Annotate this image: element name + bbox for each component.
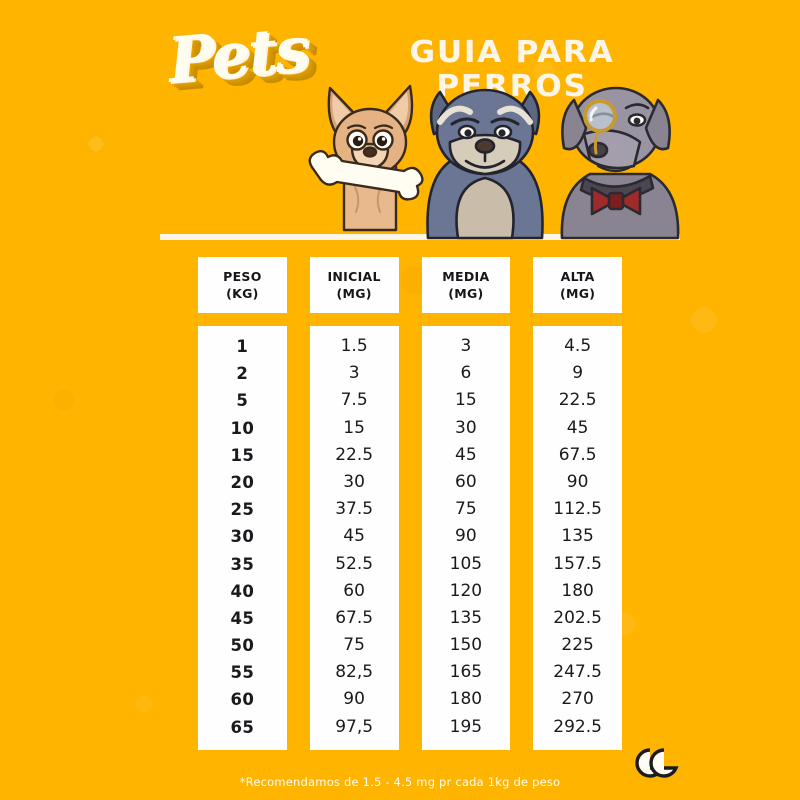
cell-inicial-0: 1.5 bbox=[340, 336, 368, 356]
cell-alta-13: 270 bbox=[561, 689, 594, 710]
column-header-peso-name: PESO bbox=[223, 269, 262, 284]
cell-inicial-10: 67.5 bbox=[335, 607, 374, 628]
cell-inicial-13: 90 bbox=[343, 689, 365, 710]
great-dane-with-monocle-illustration bbox=[560, 86, 680, 240]
bone-icon bbox=[308, 150, 424, 201]
cell-inicial-3: 15 bbox=[343, 417, 365, 438]
cell-media-12: 165 bbox=[449, 662, 483, 683]
cell-media-13: 180 bbox=[449, 689, 483, 710]
column-header-media-name: MEDIA bbox=[442, 269, 490, 284]
cell-alta-10: 202.5 bbox=[553, 607, 602, 628]
cell-alta-2: 22.5 bbox=[558, 390, 597, 411]
cell-peso-14: 65 bbox=[230, 717, 255, 737]
cell-alta-6: 112.5 bbox=[553, 499, 602, 520]
cell-inicial-12: 82,5 bbox=[335, 662, 374, 683]
cell-alta-11: 225 bbox=[561, 635, 594, 656]
column-header-alta: ALTA (MG) bbox=[533, 257, 622, 313]
cell-peso-13: 60 bbox=[230, 690, 255, 710]
header: Pets GUIA PARA PERROS bbox=[0, 0, 800, 240]
header-divider bbox=[160, 234, 680, 240]
column-inicial: 1.5 3 7.5 15 22.5 30 37.5 45 52.5 60 67.5 75 82,5 90 9… bbox=[309, 326, 399, 750]
cell-media-6: 75 bbox=[455, 499, 477, 520]
cell-alta-14: 292.5 bbox=[553, 716, 602, 737]
column-header-inicial: INICIAL (MG) bbox=[309, 257, 399, 313]
dosage-table: PESO (KG) INICIAL (MG) MEDIA (MG) ALTA (… bbox=[198, 257, 622, 750]
cell-inicial-6: 37.5 bbox=[335, 499, 374, 520]
cell-peso-4: 15 bbox=[230, 445, 255, 465]
cell-alta-1: 9 bbox=[572, 363, 584, 384]
cell-media-11: 150 bbox=[449, 635, 483, 656]
cell-alta-4: 67.5 bbox=[558, 444, 597, 465]
cell-inicial-4: 22.5 bbox=[335, 444, 374, 465]
cell-inicial-1: 3 bbox=[348, 363, 360, 384]
cell-alta-0: 4.5 bbox=[564, 336, 592, 356]
cell-peso-11: 50 bbox=[230, 636, 255, 656]
cell-media-7: 90 bbox=[455, 526, 477, 547]
column-header-inicial-unit: (MG) bbox=[336, 286, 372, 301]
cell-peso-2: 5 bbox=[236, 391, 249, 411]
cell-peso-9: 40 bbox=[230, 581, 255, 601]
cell-inicial-11: 75 bbox=[343, 635, 365, 656]
cell-media-9: 120 bbox=[449, 580, 483, 601]
cell-media-5: 60 bbox=[455, 471, 477, 492]
cell-peso-10: 45 bbox=[230, 608, 255, 628]
cell-inicial-14: 97,5 bbox=[335, 716, 374, 737]
chihuahua-with-bone-illustration bbox=[308, 84, 424, 232]
cell-media-10: 135 bbox=[449, 607, 483, 628]
cell-alta-5: 90 bbox=[566, 471, 589, 492]
column-header-peso-unit: (KG) bbox=[226, 286, 259, 301]
cell-inicial-2: 7.5 bbox=[340, 390, 368, 411]
cell-alta-12: 247.5 bbox=[553, 662, 602, 683]
page-title: GUIA PARA PERROS bbox=[409, 35, 615, 104]
table-body: 1 2 5 10 15 20 25 30 35 40 45 50 55 60 65 1.5 3 7.5 15 22.… bbox=[198, 326, 622, 750]
cell-peso-7: 30 bbox=[230, 527, 255, 547]
cell-inicial-8: 52.5 bbox=[335, 553, 374, 574]
cell-peso-6: 25 bbox=[230, 500, 255, 520]
column-header-media: MEDIA (MG) bbox=[421, 257, 511, 313]
cell-peso-0: 1 bbox=[236, 337, 249, 356]
column-header-alta-unit: (MG) bbox=[559, 286, 596, 301]
bow-tie-icon bbox=[590, 186, 642, 216]
cell-peso-12: 55 bbox=[230, 663, 255, 683]
column-media: 3 6 15 30 45 60 75 90 105 120 135 150 165 180 195 bbox=[421, 326, 511, 750]
cell-alta-9: 180 bbox=[561, 580, 594, 601]
cell-inicial-9: 60 bbox=[343, 580, 365, 601]
column-header-inicial-name: INICIAL bbox=[327, 269, 381, 284]
column-header-peso: PESO (KG) bbox=[198, 257, 287, 313]
cell-media-3: 30 bbox=[455, 417, 477, 438]
cell-alta-7: 135 bbox=[561, 526, 594, 547]
footnote: *Recomendamos de 1.5 - 4.5 mg pr cada 1k… bbox=[239, 775, 561, 789]
gg-brand-logo bbox=[635, 748, 679, 778]
monocle-icon bbox=[583, 99, 617, 155]
table-header-row: PESO (KG) INICIAL (MG) MEDIA (MG) ALTA (… bbox=[198, 257, 622, 313]
column-header-alta-name: ALTA bbox=[560, 269, 595, 284]
cell-alta-3: 45 bbox=[566, 417, 589, 438]
cell-peso-3: 10 bbox=[230, 418, 255, 438]
column-header-media-unit: (MG) bbox=[448, 286, 484, 301]
cell-inicial-5: 30 bbox=[343, 471, 365, 492]
cell-media-4: 45 bbox=[455, 444, 477, 465]
cell-media-14: 195 bbox=[449, 716, 483, 737]
cell-media-8: 105 bbox=[449, 553, 483, 574]
cell-media-1: 6 bbox=[460, 363, 472, 384]
column-alta: 4.5 9 22.5 45 67.5 90 112.5 135 157.5 180 202.5 225… bbox=[533, 326, 622, 750]
cell-media-0: 3 bbox=[460, 336, 472, 356]
dog-illustrations bbox=[300, 60, 690, 240]
cell-alta-8: 157.5 bbox=[553, 553, 602, 574]
cell-peso-1: 2 bbox=[236, 364, 249, 384]
cell-peso-8: 35 bbox=[230, 554, 255, 574]
bulldog-illustration bbox=[426, 88, 544, 240]
cell-media-2: 15 bbox=[455, 390, 477, 411]
cell-peso-5: 20 bbox=[230, 472, 255, 492]
column-peso: 1 2 5 10 15 20 25 30 35 40 45 50 55 60 65 bbox=[198, 326, 287, 750]
cell-inicial-7: 45 bbox=[343, 526, 365, 547]
